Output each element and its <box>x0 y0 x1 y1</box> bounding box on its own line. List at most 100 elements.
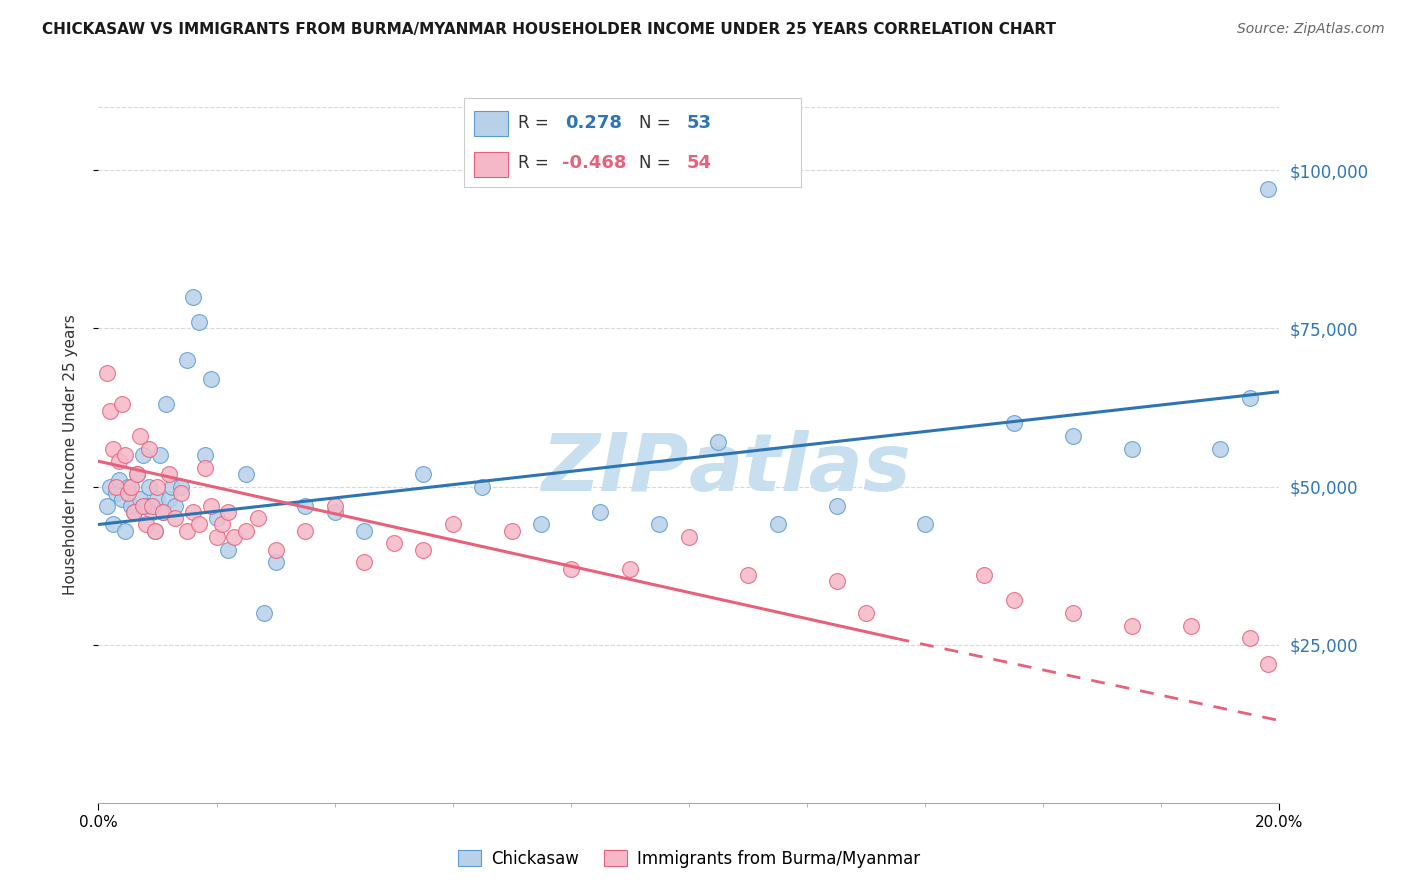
Text: CHICKASAW VS IMMIGRANTS FROM BURMA/MYANMAR HOUSEHOLDER INCOME UNDER 25 YEARS COR: CHICKASAW VS IMMIGRANTS FROM BURMA/MYANM… <box>42 22 1056 37</box>
Point <box>114 524 136 538</box>
Point <box>132 448 155 462</box>
Point <box>141 499 163 513</box>
Point <box>135 499 157 513</box>
Text: ZIP: ZIP <box>541 430 689 508</box>
Point <box>105 486 128 500</box>
Point <box>125 467 148 481</box>
Point <box>143 524 166 538</box>
Point <box>176 353 198 368</box>
Point <box>138 442 160 456</box>
Point <box>412 542 434 557</box>
Point <box>264 542 287 557</box>
Point <box>111 397 134 411</box>
Point <box>264 556 287 570</box>
Point <box>217 542 239 557</box>
Point <box>117 479 139 493</box>
Point <box>323 499 346 513</box>
Point <box>152 505 174 519</box>
Point <box>648 517 671 532</box>
Point <box>235 467 257 481</box>
Point <box>1180 618 1202 632</box>
Text: 54: 54 <box>686 154 711 172</box>
FancyBboxPatch shape <box>474 111 508 136</box>
Point <box>120 499 142 513</box>
Point <box>235 524 257 538</box>
Point <box>589 505 612 519</box>
FancyBboxPatch shape <box>474 152 508 177</box>
Point <box>165 511 187 525</box>
Point <box>1002 593 1025 607</box>
Point <box>1121 442 1143 456</box>
Point <box>98 403 121 417</box>
Point <box>96 366 118 380</box>
Point <box>122 505 145 519</box>
Point <box>1257 657 1279 671</box>
Point <box>146 492 169 507</box>
Point <box>135 517 157 532</box>
Point <box>914 517 936 532</box>
Point <box>105 479 128 493</box>
Point <box>766 517 789 532</box>
Point <box>205 511 228 525</box>
Point <box>737 568 759 582</box>
Point <box>157 467 180 481</box>
Point <box>114 448 136 462</box>
Point <box>1239 391 1261 405</box>
Point <box>181 290 204 304</box>
Text: -0.468: -0.468 <box>562 154 626 172</box>
Point <box>170 479 193 493</box>
Point <box>155 397 177 411</box>
Point <box>117 486 139 500</box>
Point <box>122 505 145 519</box>
Point <box>1062 606 1084 620</box>
Text: R =: R = <box>517 154 554 172</box>
Point <box>125 467 148 481</box>
Point <box>98 479 121 493</box>
Point <box>530 517 553 532</box>
Point <box>200 372 222 386</box>
Text: N =: N = <box>640 114 676 132</box>
Point <box>707 435 730 450</box>
Point <box>973 568 995 582</box>
Text: Source: ZipAtlas.com: Source: ZipAtlas.com <box>1237 22 1385 37</box>
Point <box>294 524 316 538</box>
Point <box>253 606 276 620</box>
Point <box>194 448 217 462</box>
Point <box>128 429 150 443</box>
Point <box>111 492 134 507</box>
Point <box>323 505 346 519</box>
Point <box>162 479 183 493</box>
Point <box>187 517 209 532</box>
Point <box>165 499 187 513</box>
Point <box>211 517 233 532</box>
Point <box>1239 632 1261 646</box>
Text: N =: N = <box>640 154 676 172</box>
Point <box>382 536 405 550</box>
Point <box>412 467 434 481</box>
Point <box>120 479 142 493</box>
Point <box>560 562 582 576</box>
Point <box>143 524 166 538</box>
Point <box>108 473 131 487</box>
Point <box>1062 429 1084 443</box>
Point <box>103 517 125 532</box>
Point <box>678 530 700 544</box>
Point <box>1209 442 1232 456</box>
Point <box>294 499 316 513</box>
Text: R =: R = <box>517 114 554 132</box>
Point <box>246 511 269 525</box>
Point <box>1121 618 1143 632</box>
Legend: Chickasaw, Immigrants from Burma/Myanmar: Chickasaw, Immigrants from Burma/Myanmar <box>451 843 927 874</box>
Point <box>132 499 155 513</box>
Point <box>141 505 163 519</box>
Point <box>152 505 174 519</box>
Point <box>181 505 204 519</box>
Point <box>471 479 494 493</box>
Point <box>103 442 125 456</box>
Point <box>619 562 641 576</box>
Point <box>855 606 877 620</box>
Text: 0.278: 0.278 <box>565 114 623 132</box>
Point <box>224 530 246 544</box>
Point <box>441 517 464 532</box>
Text: 53: 53 <box>686 114 711 132</box>
